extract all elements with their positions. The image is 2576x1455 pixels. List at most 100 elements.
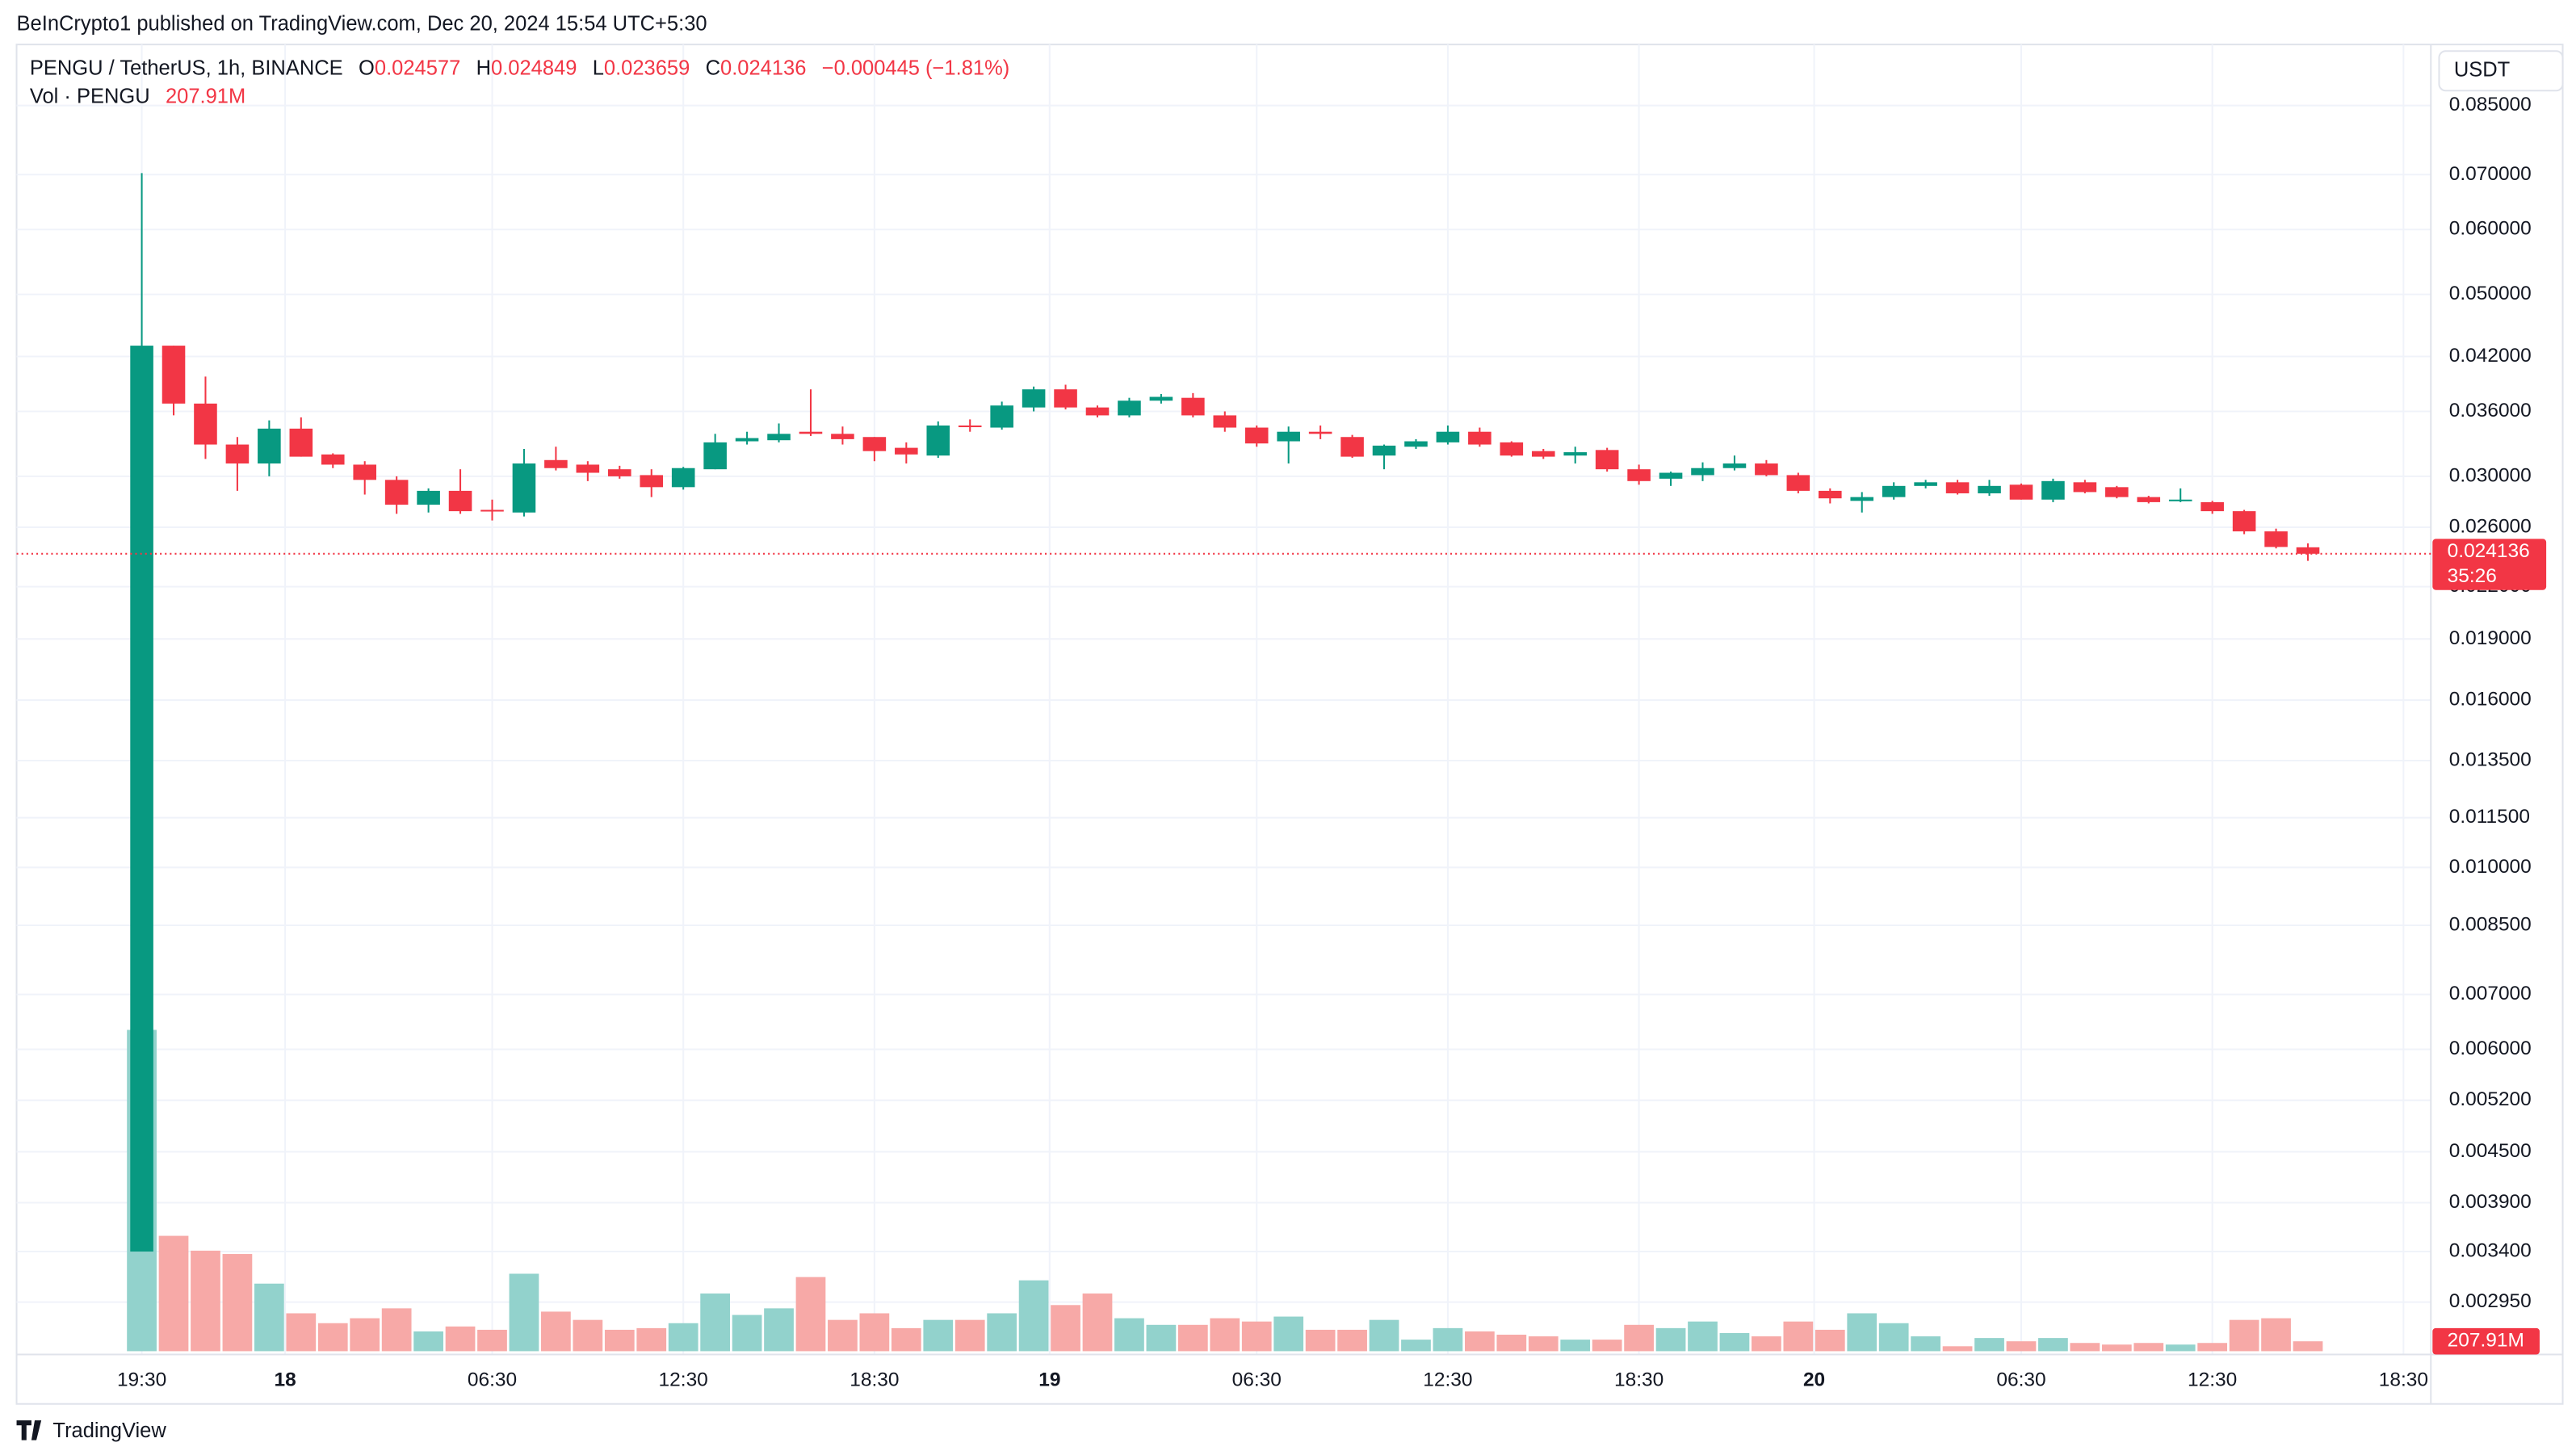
y-tick-label: 0.013500 [2449,748,2532,770]
candle-body [289,428,313,457]
candle-body [1500,442,1524,456]
y-tick-label: 0.026000 [2449,515,2532,537]
x-tick-label: 06:30 [1996,1369,2045,1391]
volume-tag-value: 207.91M [2448,1330,2524,1352]
candle-body [640,475,664,488]
candle-body [671,468,695,488]
volume-bar [1177,1324,1208,1352]
candle-body [2264,531,2288,547]
brand: TradingView [16,1419,166,1442]
y-tick-label: 0.004500 [2449,1140,2532,1162]
candle-body [1022,389,1046,408]
volume-bar [668,1323,699,1352]
volume-bar [828,1319,858,1352]
candle-body [1181,397,1205,416]
currency-button[interactable] [2438,50,2564,92]
candle-body [990,405,1013,428]
candle-body [1244,427,1269,444]
candle-body [194,403,217,445]
volume-bar [1082,1293,1113,1352]
candle-body [1404,441,1428,447]
low-value: 0.023659 [604,57,690,79]
volume-bar [732,1315,762,1352]
candle-body [862,437,887,451]
brand-name: TradingView [52,1419,166,1442]
volume-bar [1051,1305,1080,1352]
volume-bar [2070,1343,2100,1352]
open-value: 0.024577 [375,57,460,79]
volume-bar [1210,1318,1240,1352]
x-tick-label: 18:30 [1614,1369,1663,1391]
candle-body [448,490,472,512]
x-tick-label: 19 [1038,1369,1060,1391]
volume-bar [2038,1338,2068,1352]
volume-bar [254,1283,284,1352]
close-value: 0.024136 [720,57,806,79]
y-tick-label: 0.003900 [2449,1191,2532,1213]
symbol: PENGU / TetherUS, 1h, BINANCE [30,57,343,79]
x-tick-label: 18 [274,1369,296,1391]
candle-body [384,480,409,505]
candle-body [1308,431,1332,434]
candle-body [512,463,536,513]
legend-h: H [476,57,491,79]
volume-bar [795,1277,826,1352]
x-tick-label: 12:30 [659,1369,708,1391]
volume-bar [381,1308,412,1352]
volume-bar [541,1311,571,1352]
candle-body [353,464,376,480]
x-tick-label: 19:30 [117,1369,166,1391]
y-tick-label: 0.030000 [2449,464,2532,486]
volume-bar [1305,1329,1336,1352]
publish-note: BeInCrypto1 published on TradingView.com… [17,12,707,35]
volume-bar [1018,1280,1049,1352]
candle-body [2105,487,2129,497]
candle-body [1149,396,1173,401]
volume-bar [413,1331,443,1352]
volume-bar [764,1308,794,1352]
volume-bar [222,1254,253,1352]
y-tick-label: 0.085000 [2449,94,2532,115]
candle-body [1595,450,1619,470]
volume-bar [1433,1327,1463,1352]
volume-bar [2006,1341,2037,1352]
y-tick-label: 0.007000 [2449,983,2532,1004]
candle-body [1054,389,1077,408]
candle-body [258,428,281,464]
axis-tags: 0.085000 0.070000 0.060000 0.050000 0.042000… [2432,94,2547,1355]
x-tick-label: 06:30 [1232,1369,1282,1391]
y-tick-label: 0.050000 [2449,283,2532,304]
volume-bar [1496,1334,1527,1352]
volume-bar [859,1313,890,1352]
volume-bar [191,1250,220,1352]
volume-bar [2261,1318,2291,1352]
volume-bar [1911,1336,1941,1352]
y-tick-label: 0.010000 [2449,856,2532,878]
volume-bar [2165,1344,2196,1352]
candle-body [2009,484,2033,500]
y-tick-label: 0.011500 [2449,806,2530,828]
volume-bar [477,1329,507,1352]
y-tick-label: 0.060000 [2449,218,2532,240]
legend-c: C [706,57,720,79]
candle-body [1850,497,1874,501]
y-tick-label: 0.005200 [2449,1088,2532,1110]
high-value: 0.024849 [491,57,577,79]
brand-logo [16,1420,42,1440]
volume-bar [1783,1321,1814,1352]
candle-body [1436,431,1460,442]
candle-body [895,447,918,455]
candle-body [1659,472,1683,479]
volume-bar [317,1323,348,1352]
candle-body [1277,431,1300,442]
volume-bar [1942,1346,1973,1352]
y-tick-label: 0.019000 [2449,627,2532,649]
volume-bar [1752,1336,1781,1352]
volume-bar [1560,1340,1591,1352]
volume-bar [1114,1318,1144,1352]
currency-label[interactable]: USDT [2454,58,2510,81]
volume-bar [1624,1324,1654,1352]
y-tick-label: 0.003400 [2449,1239,2532,1261]
volume-bar [1815,1329,1845,1352]
volume-bar [509,1273,539,1352]
